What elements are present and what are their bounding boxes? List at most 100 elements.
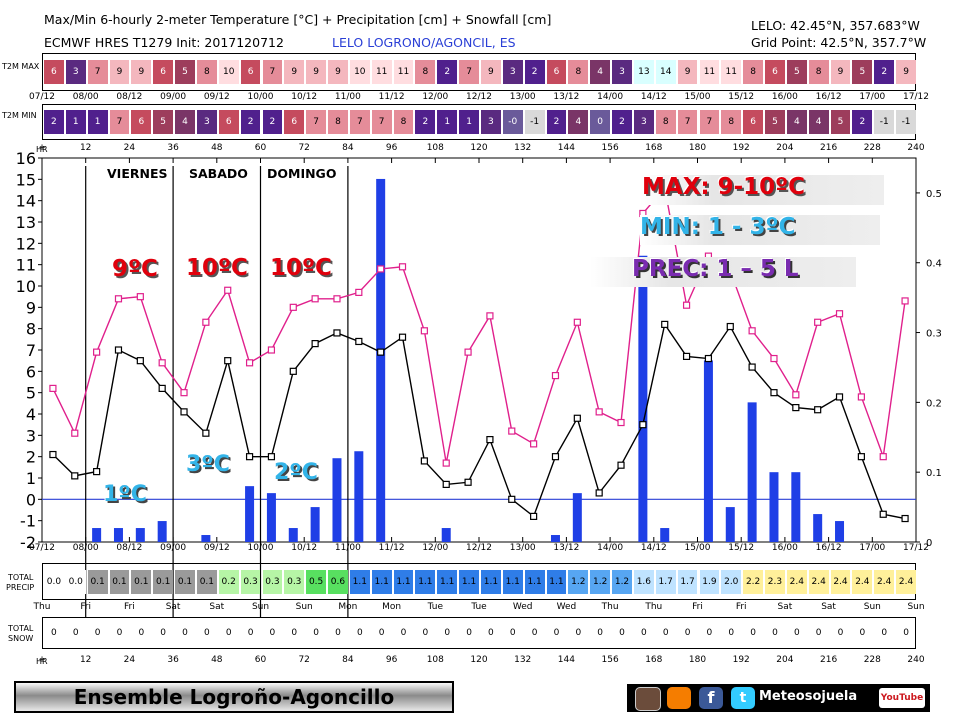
hour-tick: 204	[776, 143, 794, 153]
min-temp-cell: 2	[612, 110, 632, 134]
snow-cell: 0	[684, 628, 691, 638]
precip-cell: 0.3	[284, 569, 305, 594]
twitter-icon[interactable]: t	[731, 687, 755, 709]
facebook-icon[interactable]: f	[699, 687, 723, 709]
min-temp-cell: -1	[896, 110, 916, 134]
max-temp-point	[71, 429, 79, 437]
date-tick: 13/12	[553, 543, 580, 553]
weekday-tick: Sat	[821, 602, 836, 612]
max-temp-cell: 7	[459, 60, 479, 84]
blogger-icon[interactable]	[667, 687, 691, 709]
weekday-tick: Sat	[209, 602, 225, 612]
precip-bar	[310, 507, 320, 542]
max-temp-cell: 3	[65, 60, 86, 84]
youtube-icon[interactable]: YouTube	[879, 688, 925, 708]
hour-tick: 72	[298, 143, 310, 153]
summary-max-bg	[640, 175, 884, 205]
precip-cell: 1.1	[459, 569, 479, 594]
precip-bar	[572, 493, 582, 542]
min-temp-point	[333, 329, 341, 337]
hour-tick: 144	[557, 655, 575, 665]
min-temp-cell: 6	[743, 110, 764, 134]
weekday-tick: Sat	[165, 602, 181, 612]
footer-title: Ensemble Logroño-Agoncillo	[14, 681, 454, 713]
min-temp-point	[486, 436, 494, 444]
min-temp-point	[180, 408, 188, 416]
summary-precip: PREC: 1 – 5 L	[632, 256, 799, 282]
instagram-icon[interactable]	[635, 687, 661, 711]
hour-tick: 120	[470, 143, 488, 153]
snow-cell: 0	[138, 628, 145, 638]
min-temp-point	[377, 348, 385, 356]
max-temp-point	[682, 301, 691, 309]
max-temp-cell: 5	[786, 60, 807, 84]
precip-bar	[725, 507, 735, 542]
y-tick-label: -1	[20, 512, 36, 531]
precip-cell: 2.4	[808, 569, 829, 594]
snow-cell: 0	[706, 628, 713, 638]
precip-bar	[245, 486, 255, 542]
min-temp-cell: 7	[306, 110, 327, 134]
min-temp-cell: 8	[721, 110, 742, 134]
min-temp-point	[661, 320, 669, 328]
snow-cell: 0	[203, 628, 210, 638]
y2-tick-label: 0.5	[926, 189, 942, 200]
snow-cell: 0	[509, 628, 516, 638]
max-temp-cell: 6	[240, 60, 261, 84]
precip-cell: 2.3	[765, 569, 785, 594]
min-temp-cell: 4	[568, 110, 589, 134]
max-temp-cell: 9	[328, 60, 348, 84]
t2m-min-row: 2 1 1 7 6 5 4 3 6 2 2 6 7 8 7 7 8 2 1 1 3 -0 -1 2 4 0 2 3 8 7 7 8 6 5 4 4 5 2…	[42, 104, 916, 140]
precip-cell: 2.0	[721, 569, 742, 594]
weekday-tick: Sun	[863, 602, 881, 612]
snow-cell: 0	[225, 628, 232, 638]
min-temp-point	[442, 480, 450, 488]
date-tick: 07/12	[29, 543, 55, 553]
snow-cell: 0	[422, 628, 429, 638]
annotation-min-sunday: 2ºC	[274, 460, 318, 485]
max-temp-cell: 6	[153, 60, 174, 84]
precip-cell: 1.1	[546, 569, 567, 594]
date-tick: 08/12	[116, 543, 143, 553]
weekday-tick: Mon	[382, 602, 402, 612]
summary-prec-bg	[590, 257, 856, 287]
max-temp-cell: 9	[109, 60, 130, 84]
snow-cell: 0	[247, 628, 254, 638]
max-temp-point	[792, 391, 800, 399]
brand-label: Meteosojuela	[759, 689, 858, 704]
hr-axis-bottom: +12 24 36 48 60 72 84 96 108 120 132 144 156 168 180 19…	[0, 655, 960, 669]
precip-cell: 0.1	[196, 569, 217, 594]
y2-tick-label: 0.2	[926, 398, 942, 409]
min-temp-point	[245, 453, 254, 461]
date-tick: 17/12	[903, 92, 929, 102]
annotation-max-sunday: 10ºC	[270, 255, 332, 281]
annotation-min-friday: 1ºC	[103, 482, 147, 507]
max-temp-cell: 5	[175, 60, 195, 84]
max-temp-cell: 7	[262, 60, 283, 84]
min-temp-point	[49, 450, 57, 459]
max-temp-cell: 6	[765, 60, 785, 84]
social-bar: f t Meteosojuela YouTube	[627, 684, 930, 712]
max-temp-point	[814, 318, 822, 326]
y-tick-label: 13	[16, 213, 36, 232]
summary-max: MAX: 9-10ºC	[642, 174, 806, 200]
weekday-tick: Sun	[907, 602, 925, 612]
weekday-tick: Sun	[251, 602, 270, 612]
snow-cell: 0	[531, 628, 538, 638]
weekday-tick: Thu	[645, 602, 663, 612]
snow-cell: 0	[269, 628, 276, 638]
precip-cell: 1.1	[437, 569, 458, 594]
snow-cell: 0	[750, 628, 756, 638]
y-tick-label: 10	[16, 277, 36, 296]
max-temp-cell: 9	[830, 60, 851, 84]
min-temp-point	[267, 453, 276, 461]
date-tick: 10/12	[291, 543, 318, 553]
precip-cell: 2.4	[896, 569, 916, 594]
precip-cell: 1.1	[524, 569, 545, 594]
date-tick: 14/12	[640, 92, 667, 102]
hour-tick: 240	[907, 655, 925, 665]
precip-cell: 1.1	[481, 569, 501, 594]
max-temp-cell: 10	[349, 60, 370, 84]
precip-cell: 0.1	[131, 569, 152, 594]
max-temp-cell: 3	[502, 60, 523, 84]
